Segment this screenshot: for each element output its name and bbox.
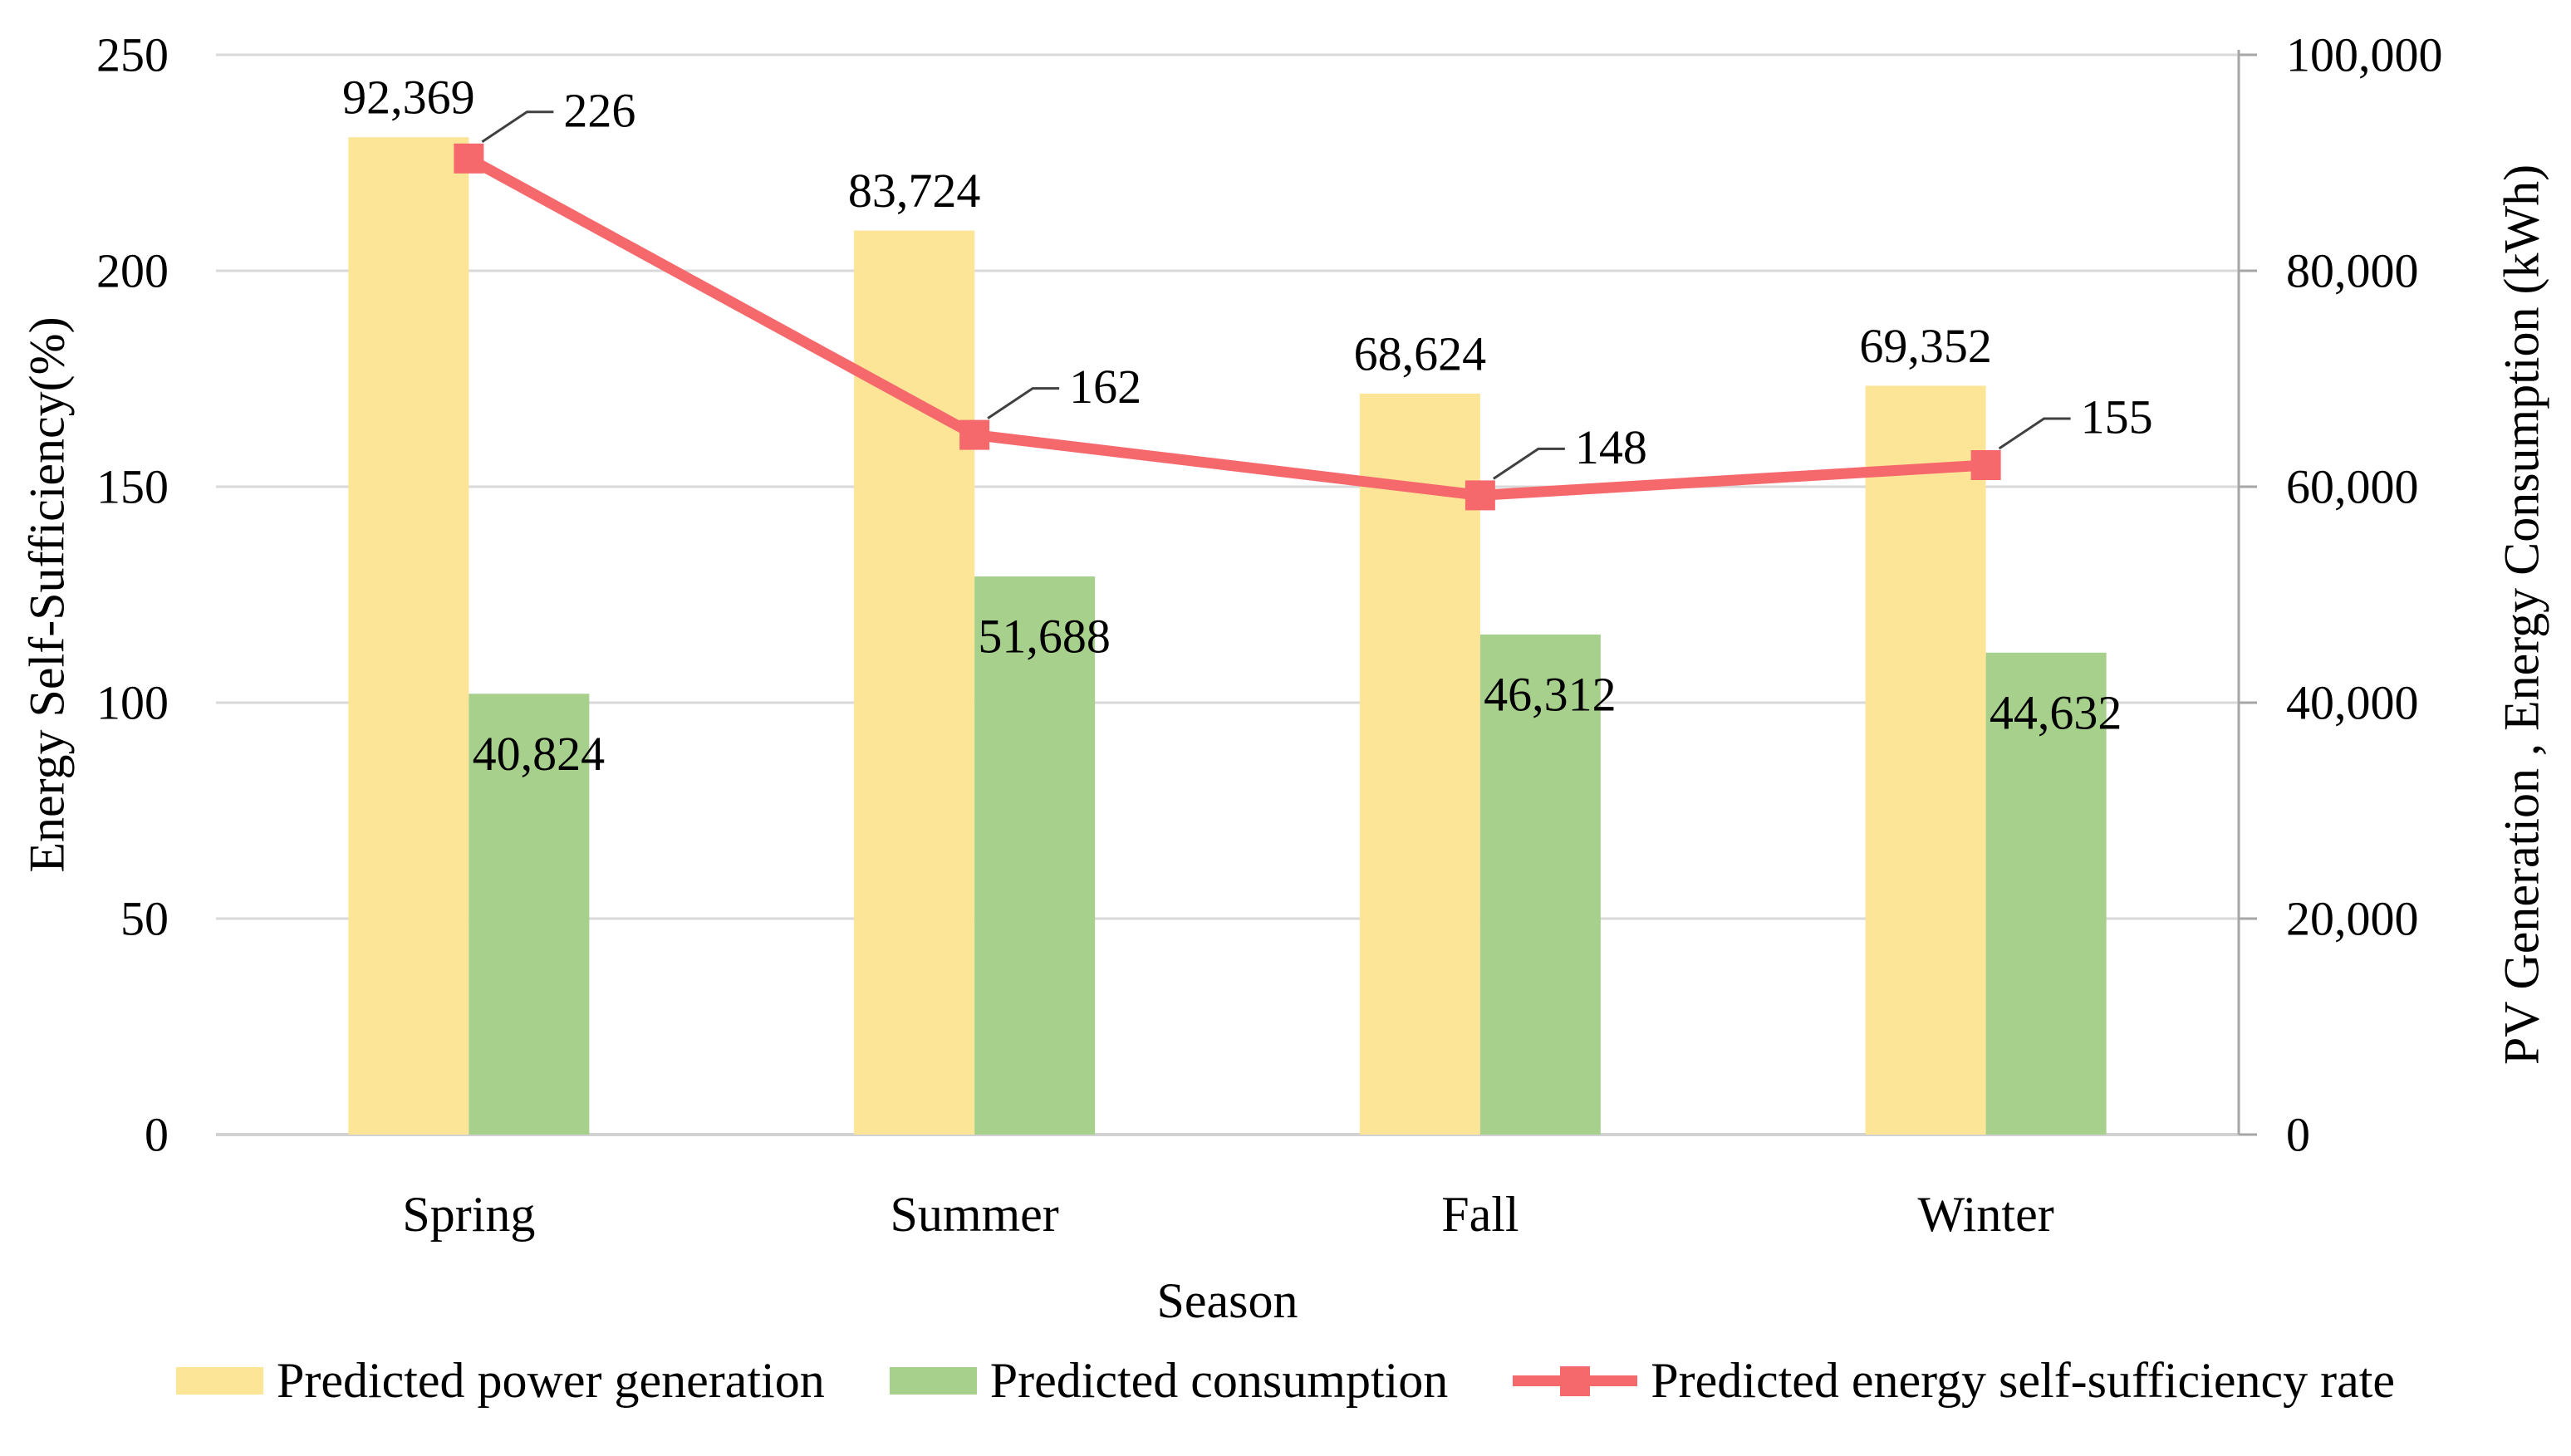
bar-label-consumption-fall: 46,312: [1484, 667, 1617, 721]
power-generation-swatch-icon: [175, 1367, 263, 1395]
bar-power-generation-winter: [1865, 385, 1986, 1135]
line-marker-winter: [1970, 450, 2001, 480]
right-axis-title: PV Generation , Energy Consumption (kWh): [2494, 164, 2549, 1066]
bar-consumption-spring: [469, 694, 590, 1135]
callout-summer: [987, 387, 1060, 419]
left-tick-label: 50: [120, 892, 169, 946]
rate-label-summer: 162: [1069, 360, 1141, 414]
consumption-swatch-icon: [889, 1367, 977, 1395]
callout-fall: [1493, 447, 1565, 480]
category-label-spring: Spring: [402, 1187, 535, 1242]
x-axis-title: Season: [1156, 1273, 1298, 1328]
rate-label-spring: 226: [563, 83, 635, 137]
legend-item-self-sufficiency: Predicted energy self-sufficiency rate: [1513, 1352, 2395, 1409]
right-tick-label: 20,000: [2286, 892, 2419, 946]
legend-item-consumption: Predicted consumption: [889, 1352, 1449, 1409]
right-tick-label: 0: [2286, 1108, 2310, 1162]
legend: Predicted power generation Predicted con…: [0, 1352, 2571, 1409]
self-sufficiency-line-marker-icon: [1513, 1365, 1638, 1396]
legend-label-power-generation: Predicted power generation: [276, 1353, 825, 1408]
right-tick-label: 40,000: [2286, 676, 2419, 730]
callout-spring: [481, 110, 554, 144]
left-tick-label: 250: [96, 28, 169, 82]
legend-item-power-generation: Predicted power generation: [175, 1352, 825, 1409]
left-tick-label: 200: [96, 244, 169, 298]
legend-label-consumption: Predicted consumption: [989, 1353, 1449, 1408]
bar-power-generation-spring: [348, 137, 469, 1135]
bar-consumption-fall: [1479, 634, 1601, 1135]
rate-label-fall: 148: [1575, 420, 1647, 474]
bar-consumption-winter: [1985, 652, 2107, 1135]
bar-label-consumption-winter: 44,632: [1990, 685, 2122, 739]
bar-label-consumption-summer: 51,688: [978, 610, 1111, 664]
right-tick-label: 100,000: [2286, 28, 2443, 82]
callout-winter: [1998, 417, 2071, 450]
category-label-summer: Summer: [890, 1187, 1058, 1242]
right-tick-label: 80,000: [2286, 244, 2419, 298]
left-axis-title: Energy Self-Sufficiency(%): [19, 316, 75, 873]
bar-power-generation-fall: [1359, 393, 1480, 1135]
category-label-winter: Winter: [1918, 1187, 2054, 1242]
rate-label-winter: 155: [2081, 390, 2153, 444]
legend-label-self-sufficiency: Predicted energy self-sufficiency rate: [1651, 1353, 2396, 1408]
bar-consumption-summer: [974, 576, 1096, 1135]
left-tick-label: 150: [96, 460, 169, 514]
left-tick-label: 0: [145, 1108, 169, 1162]
line-marker-summer: [959, 419, 990, 450]
self-sufficiency-line: [463, 153, 1992, 501]
bar-power-generation-summer: [854, 230, 975, 1135]
line-marker-fall: [1465, 480, 1495, 511]
bar-label-power-generation-fall: 68,624: [1354, 326, 1487, 380]
bar-label-power-generation-summer: 83,724: [848, 164, 981, 218]
right-tick-label: 60,000: [2286, 460, 2419, 514]
line-marker-spring: [454, 143, 484, 174]
bar-label-power-generation-spring: 92,369: [342, 71, 475, 125]
bar-label-power-generation-winter: 69,352: [1859, 319, 1992, 373]
bar-label-consumption-spring: 40,824: [473, 727, 606, 781]
category-label-fall: Fall: [1441, 1187, 1519, 1242]
left-tick-label: 100: [96, 676, 169, 730]
